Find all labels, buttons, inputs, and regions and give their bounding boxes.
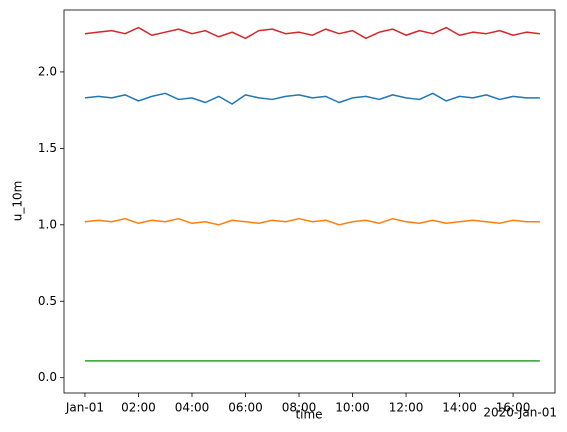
x-tick-label: 06:00	[228, 401, 263, 415]
y-tick-label: 1.5	[38, 141, 57, 155]
line-series	[84, 92, 540, 105]
x-tick-label: 08:00	[282, 401, 317, 415]
y-tick-label: 0.5	[38, 294, 57, 308]
x-tick-label: 14:00	[442, 401, 477, 415]
x-offset-label: 2020-Jan-01	[483, 406, 557, 420]
x-tick-label: 02:00	[121, 401, 156, 415]
x-tick-label: 10:00	[335, 401, 370, 415]
y-tick-label: 2.0	[38, 64, 57, 78]
x-tick-label: 16:00	[496, 401, 531, 415]
x-tick-label: Jan-01	[65, 401, 104, 415]
x-tick-label: 04:00	[175, 401, 210, 415]
x-axis-label: time	[295, 408, 322, 422]
x-tick-label: 12:00	[389, 401, 424, 415]
line-series	[84, 217, 540, 226]
plot-frame	[63, 9, 556, 394]
y-tick-label: 1.0	[38, 217, 57, 231]
y-axis-label: u_10m	[11, 181, 25, 222]
line-series	[84, 26, 540, 40]
y-tick-label: 0.0	[38, 370, 57, 384]
